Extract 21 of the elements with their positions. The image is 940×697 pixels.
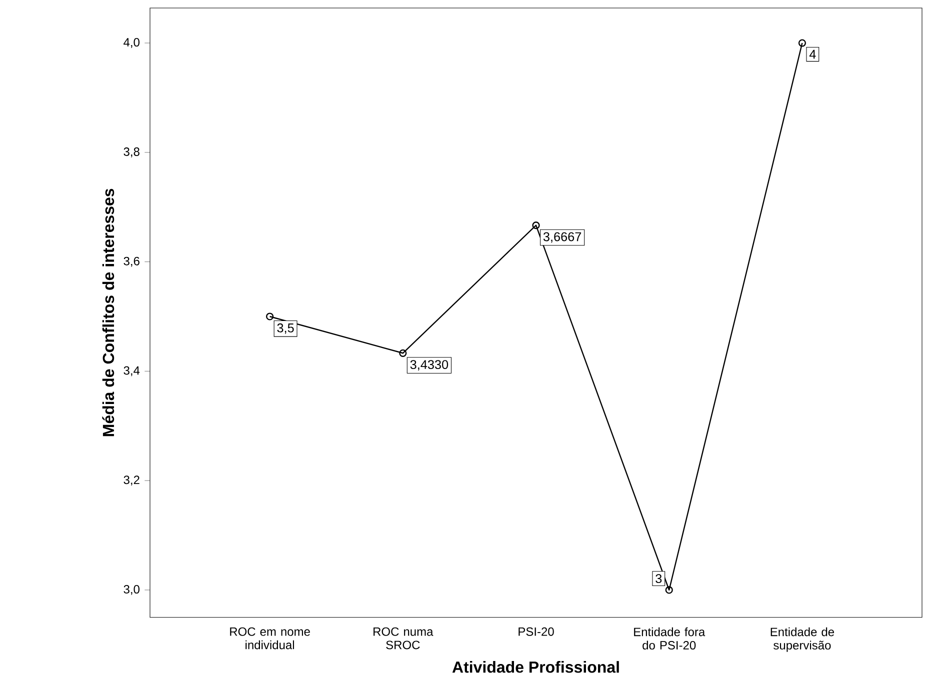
- y-tick-label: 3,8: [124, 147, 140, 158]
- x-tick-label: PSI-20: [518, 627, 554, 636]
- x-tick-label: Entidade fora do PSI-20: [634, 627, 706, 650]
- data-label: 4: [809, 50, 816, 59]
- x-axis-title: Atividade Profissional: [452, 661, 619, 673]
- y-axis-title: Média de Conflitos de interesses: [102, 188, 114, 436]
- y-tick-label: 3,6: [124, 256, 140, 267]
- y-tick-label: 3,4: [124, 366, 140, 376]
- data-label: 3,5: [277, 323, 294, 334]
- data-label: 3,4330: [410, 360, 448, 371]
- data-label: 3: [656, 574, 662, 584]
- y-tick-label: 4,0: [124, 38, 140, 48]
- data-label: 3,6667: [543, 232, 582, 243]
- x-tick-label: Entidade de supervisão: [770, 627, 834, 652]
- x-tick-label: ROC em nome individual: [230, 627, 310, 650]
- y-tick-label: 3,2: [124, 476, 140, 486]
- point: [399, 349, 407, 357]
- point: [665, 586, 673, 594]
- point: [532, 222, 540, 230]
- y-tick-label: 3,0: [124, 585, 140, 595]
- x-tick-label: ROC numa SROC: [374, 627, 434, 650]
